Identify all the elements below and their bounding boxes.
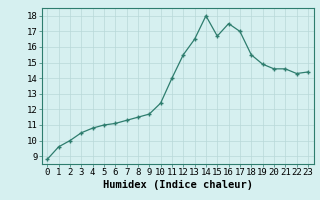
X-axis label: Humidex (Indice chaleur): Humidex (Indice chaleur) xyxy=(103,180,252,190)
